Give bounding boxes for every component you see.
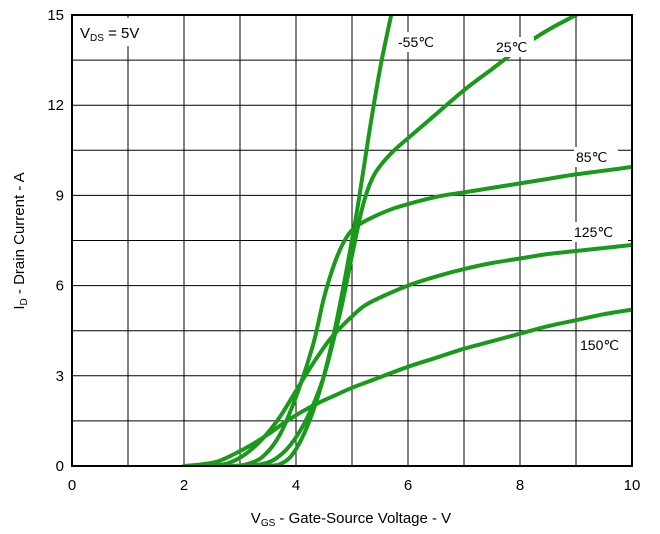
series-label-background [572, 222, 628, 242]
plot-frame [71, 14, 633, 467]
x-tick-label: 2 [180, 477, 188, 494]
y-axis-label: ID - Drain Current - A [11, 172, 30, 309]
x-axis-label: VGS - Gate-Source Voltage - V [251, 510, 451, 529]
y-tick-label: 9 [56, 187, 64, 204]
series-label: 150℃ [580, 337, 619, 353]
series-label: 125℃ [574, 224, 613, 240]
series-labels: -55℃ 25℃ 85℃ 125℃ 150℃ [396, 32, 630, 355]
x-tick-label: 10 [624, 477, 641, 494]
annotation-background [74, 18, 162, 46]
series-label: 25℃ [496, 39, 527, 55]
x-tick-label: 0 [68, 477, 76, 494]
series-label: -55℃ [398, 34, 434, 50]
x-tick-label: 8 [516, 477, 524, 494]
series-line [210, 243, 632, 466]
series-label-background [574, 147, 618, 167]
x-tick-label: 4 [292, 477, 300, 494]
series-line [182, 307, 632, 466]
series-label-background [578, 335, 630, 355]
series-label: 85℃ [576, 149, 607, 165]
x-tick-labels: 0 2 4 6 8 10 [68, 477, 641, 494]
series-line [238, 15, 581, 466]
series-label-background [494, 37, 534, 57]
vds-annotation: VDS = 5V [80, 25, 139, 44]
x-tick-label: 6 [404, 477, 412, 494]
y-tick-labels: 0 3 6 9 12 15 [47, 7, 64, 475]
y-tick-label: 0 [56, 458, 64, 475]
series-lines [182, 15, 632, 466]
series-label-background [396, 32, 444, 52]
y-tick-label: 15 [47, 7, 64, 24]
series-line [226, 164, 632, 466]
y-tick-label: 3 [56, 368, 64, 385]
y-tick-label: 6 [56, 278, 64, 295]
y-tick-label: 12 [47, 97, 64, 114]
